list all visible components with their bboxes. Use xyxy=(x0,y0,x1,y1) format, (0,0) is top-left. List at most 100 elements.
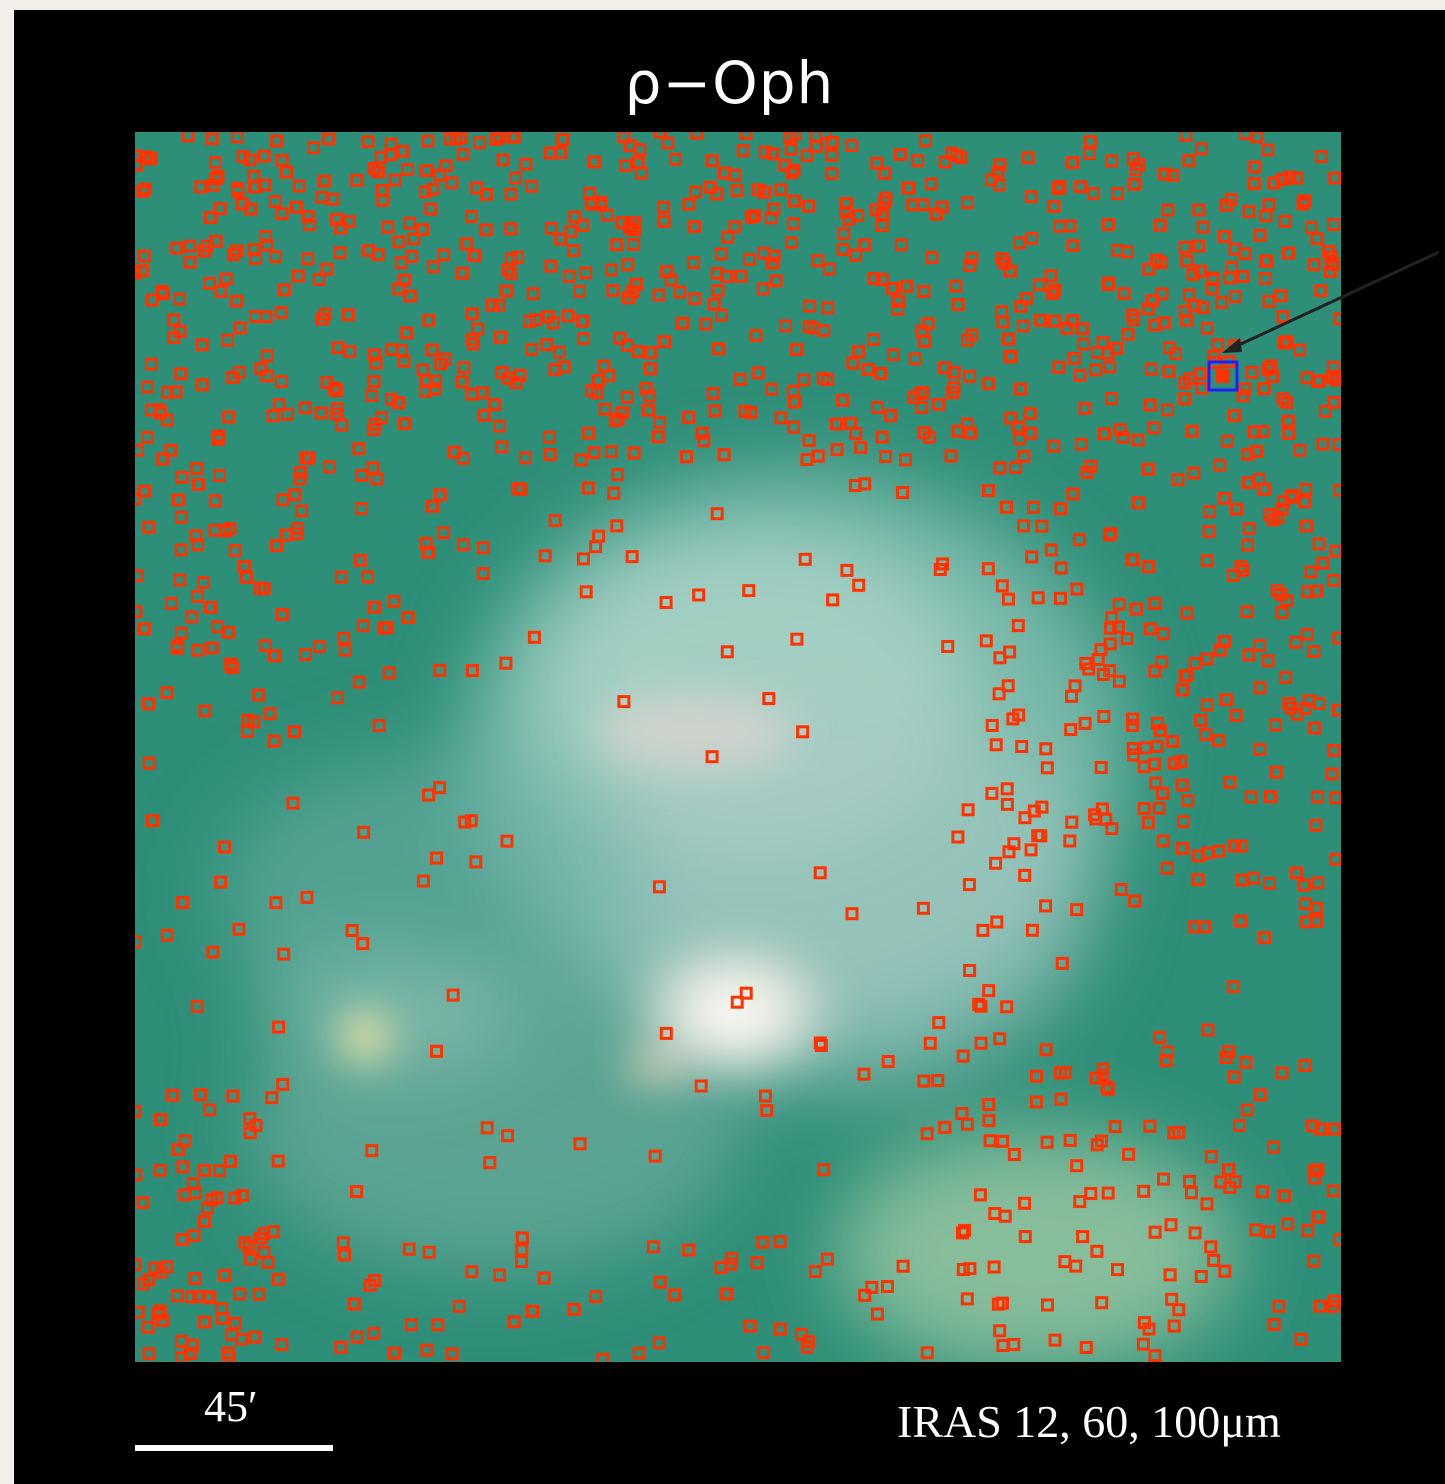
source-marker xyxy=(492,298,506,312)
source-marker xyxy=(644,346,658,360)
source-marker xyxy=(541,310,555,324)
source-marker xyxy=(277,283,291,297)
source-marker xyxy=(1314,1299,1327,1313)
source-marker xyxy=(1328,171,1341,185)
source-marker xyxy=(1229,708,1243,722)
source-marker xyxy=(243,1126,257,1139)
source-marker xyxy=(773,1322,787,1336)
source-marker xyxy=(976,923,990,937)
source-marker xyxy=(982,377,996,391)
source-marker xyxy=(341,308,355,322)
source-marker xyxy=(766,256,780,270)
source-marker xyxy=(1283,170,1297,184)
source-marker xyxy=(1253,228,1267,242)
source-marker xyxy=(1236,389,1250,403)
source-marker xyxy=(1324,250,1338,264)
source-marker xyxy=(260,238,274,252)
source-marker xyxy=(356,937,370,951)
source-marker xyxy=(421,134,435,148)
source-marker xyxy=(1161,403,1174,417)
source-marker xyxy=(820,1252,834,1266)
source-marker xyxy=(669,152,682,166)
source-marker xyxy=(963,964,977,977)
source-marker xyxy=(171,493,185,507)
source-marker xyxy=(938,1120,952,1134)
source-marker xyxy=(956,1263,970,1276)
source-marker xyxy=(135,1305,145,1319)
source-marker xyxy=(1023,407,1037,421)
source-marker xyxy=(248,1330,262,1344)
source-marker xyxy=(845,907,859,921)
source-marker xyxy=(1153,218,1167,232)
source-marker xyxy=(1182,1174,1196,1188)
source-marker xyxy=(1018,868,1032,882)
source-marker xyxy=(1261,1225,1275,1239)
source-marker xyxy=(1101,1186,1115,1200)
source-marker xyxy=(1332,631,1341,645)
source-marker xyxy=(366,461,380,475)
source-marker xyxy=(1103,528,1116,542)
source-marker xyxy=(908,352,922,366)
source-marker xyxy=(433,663,447,677)
source-marker xyxy=(617,132,631,144)
source-marker xyxy=(995,305,1009,319)
source-marker xyxy=(642,403,656,417)
source-marker xyxy=(1191,873,1205,887)
source-marker xyxy=(625,550,639,564)
source-marker xyxy=(739,986,753,1000)
source-marker xyxy=(607,486,621,500)
source-marker xyxy=(142,1347,156,1361)
source-marker xyxy=(270,134,284,148)
source-marker xyxy=(728,220,742,234)
source-marker xyxy=(173,292,187,306)
source-marker xyxy=(211,432,225,446)
source-marker xyxy=(652,1336,666,1350)
source-marker xyxy=(1078,401,1092,415)
source-marker xyxy=(375,411,389,425)
source-marker xyxy=(714,1261,728,1275)
source-marker xyxy=(1242,648,1256,662)
source-marker xyxy=(1326,1300,1340,1313)
source-marker xyxy=(1046,286,1060,300)
source-marker xyxy=(1313,374,1327,388)
source-marker xyxy=(480,1121,494,1135)
source-marker xyxy=(331,341,345,355)
source-marker xyxy=(416,874,430,888)
source-marker xyxy=(1153,1030,1167,1044)
source-marker xyxy=(430,851,444,865)
source-marker xyxy=(699,317,713,331)
source-marker xyxy=(875,430,889,444)
source-marker xyxy=(1181,794,1195,808)
source-marker xyxy=(271,1154,285,1168)
source-marker xyxy=(1244,790,1258,804)
source-marker xyxy=(1282,246,1295,260)
source-marker xyxy=(1156,627,1170,641)
source-marker xyxy=(266,409,280,423)
source-marker xyxy=(1239,1055,1253,1069)
source-marker xyxy=(352,675,366,689)
source-marker xyxy=(1240,1103,1254,1117)
source-marker xyxy=(299,451,313,465)
source-marker xyxy=(468,249,481,263)
source-marker xyxy=(887,348,900,362)
source-marker xyxy=(787,163,801,177)
source-marker xyxy=(606,284,620,297)
source-marker xyxy=(1166,735,1180,748)
source-marker xyxy=(185,610,199,624)
source-marker xyxy=(136,1196,150,1210)
source-marker xyxy=(1267,176,1281,190)
source-marker xyxy=(990,915,1004,929)
source-marker xyxy=(1253,1088,1267,1102)
source-marker xyxy=(553,345,566,359)
source-marker xyxy=(1220,434,1234,448)
source-marker xyxy=(795,1327,809,1341)
source-marker xyxy=(135,264,149,278)
sky-image xyxy=(135,132,1341,1362)
source-marker xyxy=(720,1287,733,1301)
source-marker xyxy=(142,1273,156,1287)
source-marker xyxy=(1044,269,1058,283)
source-marker xyxy=(1150,716,1164,730)
source-marker xyxy=(803,299,817,313)
source-marker xyxy=(1048,314,1062,328)
source-marker xyxy=(874,367,887,380)
